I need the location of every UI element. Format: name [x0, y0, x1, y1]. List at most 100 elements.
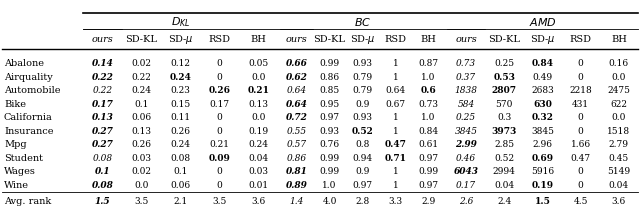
- Text: 570: 570: [495, 99, 513, 108]
- Text: 0.93: 0.93: [353, 59, 372, 68]
- Text: 0.26: 0.26: [209, 86, 230, 95]
- Text: 0.02: 0.02: [131, 59, 152, 68]
- Text: 431: 431: [572, 99, 589, 108]
- Text: 1: 1: [392, 59, 398, 68]
- Text: 0.12: 0.12: [170, 59, 191, 68]
- Text: 0.04: 0.04: [494, 180, 515, 189]
- Text: 0: 0: [216, 180, 222, 189]
- Text: 2.99: 2.99: [455, 140, 477, 149]
- Text: Bike: Bike: [4, 99, 26, 108]
- Text: SD-KL: SD-KL: [488, 35, 520, 44]
- Text: 0: 0: [216, 113, 222, 122]
- Text: 1.66: 1.66: [571, 140, 591, 149]
- Text: 1: 1: [392, 166, 398, 175]
- Text: 6043: 6043: [454, 166, 479, 175]
- Text: 0.71: 0.71: [385, 153, 406, 162]
- Text: 0.26: 0.26: [131, 140, 152, 149]
- Text: 0: 0: [578, 126, 584, 135]
- Text: 0.67: 0.67: [385, 99, 406, 108]
- Text: 0.9: 0.9: [355, 166, 370, 175]
- Text: Airquality: Airquality: [4, 72, 52, 81]
- Text: 0.21: 0.21: [248, 86, 269, 95]
- Text: Insurance: Insurance: [4, 126, 54, 135]
- Text: 630: 630: [533, 99, 552, 108]
- Text: 3.6: 3.6: [252, 197, 266, 206]
- Text: SD-$\mu$: SD-$\mu$: [349, 33, 375, 46]
- Text: 0.23: 0.23: [171, 86, 191, 95]
- Text: 1518: 1518: [607, 126, 630, 135]
- Text: 0.06: 0.06: [131, 113, 152, 122]
- Text: $D_{KL}$: $D_{KL}$: [171, 15, 190, 29]
- Text: 1.5: 1.5: [95, 197, 110, 206]
- Text: 0.99: 0.99: [419, 166, 438, 175]
- Text: 0.3: 0.3: [497, 113, 511, 122]
- Text: BH: BH: [420, 35, 436, 44]
- Text: 2.6: 2.6: [459, 197, 474, 206]
- Text: 1.4: 1.4: [289, 197, 304, 206]
- Text: 0: 0: [578, 180, 584, 189]
- Text: 0.22: 0.22: [92, 86, 113, 95]
- Text: 1.0: 1.0: [421, 113, 436, 122]
- Text: 0.76: 0.76: [319, 140, 340, 149]
- Text: 0.17: 0.17: [92, 99, 113, 108]
- Text: 0.1: 0.1: [173, 166, 188, 175]
- Text: 0.17: 0.17: [209, 99, 230, 108]
- Text: 0.79: 0.79: [353, 72, 372, 81]
- Text: 1: 1: [392, 113, 398, 122]
- Text: 0: 0: [578, 59, 584, 68]
- Text: 0.47: 0.47: [571, 153, 591, 162]
- Text: 5149: 5149: [607, 166, 630, 175]
- Text: 0.01: 0.01: [248, 180, 269, 189]
- Text: 3.5: 3.5: [134, 197, 148, 206]
- Text: 0.0: 0.0: [252, 113, 266, 122]
- Text: 0.37: 0.37: [456, 72, 476, 81]
- Text: 0.21: 0.21: [209, 140, 230, 149]
- Text: Student: Student: [4, 153, 43, 162]
- Text: BH: BH: [611, 35, 627, 44]
- Text: 0: 0: [578, 113, 584, 122]
- Text: 1.5: 1.5: [534, 197, 550, 206]
- Text: Abalone: Abalone: [4, 59, 44, 68]
- Text: 0: 0: [216, 126, 222, 135]
- Text: 0.8: 0.8: [355, 140, 370, 149]
- Text: 0.0: 0.0: [612, 113, 626, 122]
- Text: 0.93: 0.93: [353, 113, 372, 122]
- Text: 0.97: 0.97: [419, 153, 438, 162]
- Text: 0.27: 0.27: [92, 140, 113, 149]
- Text: SD-KL: SD-KL: [125, 35, 157, 44]
- Text: Automobile: Automobile: [4, 86, 61, 95]
- Text: 0.6: 0.6: [420, 86, 436, 95]
- Text: 0.97: 0.97: [319, 113, 340, 122]
- Text: 0.72: 0.72: [285, 113, 307, 122]
- Text: 3845: 3845: [531, 126, 554, 135]
- Text: 0.81: 0.81: [285, 166, 307, 175]
- Text: 0.46: 0.46: [456, 153, 476, 162]
- Text: California: California: [4, 113, 52, 122]
- Text: RSD: RSD: [385, 35, 406, 44]
- Text: 0.85: 0.85: [319, 86, 340, 95]
- Text: 0.52: 0.52: [494, 153, 515, 162]
- Text: 2475: 2475: [607, 86, 630, 95]
- Text: SD-KL: SD-KL: [314, 35, 346, 44]
- Text: 0: 0: [578, 166, 584, 175]
- Text: 0.02: 0.02: [131, 166, 152, 175]
- Text: 0.97: 0.97: [353, 180, 372, 189]
- Text: 0.64: 0.64: [287, 86, 307, 95]
- Text: Wages: Wages: [4, 166, 36, 175]
- Text: 3845: 3845: [454, 126, 477, 135]
- Text: 0.84: 0.84: [419, 126, 438, 135]
- Text: 0.47: 0.47: [385, 140, 406, 149]
- Text: 0.62: 0.62: [285, 72, 307, 81]
- Text: 0.32: 0.32: [531, 113, 554, 122]
- Text: $BC$: $BC$: [354, 16, 371, 28]
- Text: 5916: 5916: [531, 166, 554, 175]
- Text: ours: ours: [455, 35, 477, 44]
- Text: 0.24: 0.24: [170, 72, 191, 81]
- Text: SD-$\mu$: SD-$\mu$: [168, 33, 193, 46]
- Text: 0.95: 0.95: [319, 99, 340, 108]
- Text: 3973: 3973: [492, 126, 517, 135]
- Text: 0.73: 0.73: [419, 99, 438, 108]
- Text: 2.4: 2.4: [497, 197, 511, 206]
- Text: 1.0: 1.0: [323, 180, 337, 189]
- Text: 0: 0: [216, 59, 222, 68]
